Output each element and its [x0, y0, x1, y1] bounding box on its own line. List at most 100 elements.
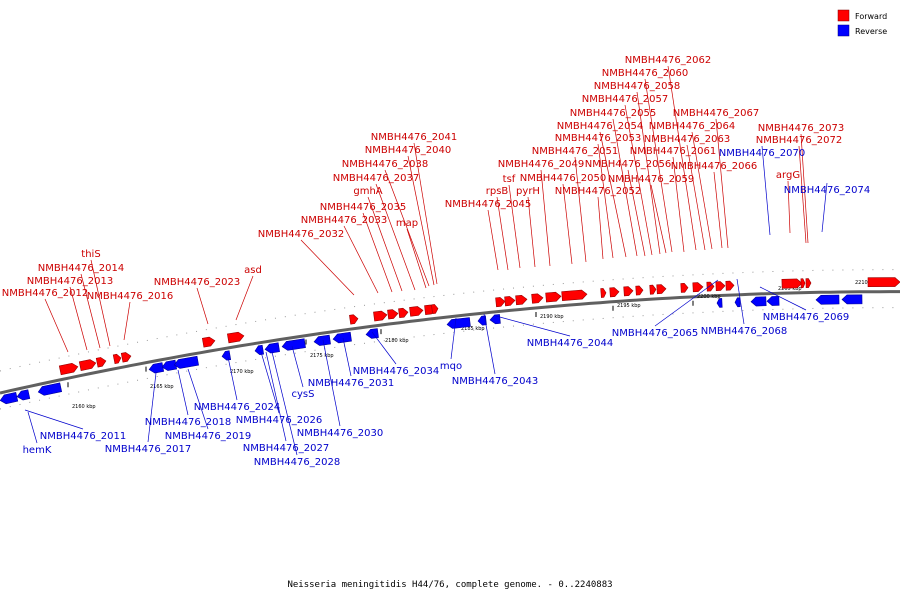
forward-gene-arrow — [800, 278, 806, 289]
gene-leader-line — [450, 317, 457, 360]
forward-gene-label: NMBH4476_2053 — [555, 133, 641, 144]
reverse-gene-label: NMBH4476_2034 — [353, 366, 439, 377]
gene-leader-line — [265, 351, 287, 442]
scale-tick-label: 2175 kbp — [310, 353, 334, 359]
reverse-gene-arrow — [750, 296, 767, 307]
gene-leader-line — [235, 275, 254, 321]
gene-leader-line — [667, 65, 697, 251]
forward-gene-arrow — [349, 314, 359, 325]
gene-leader-line — [597, 143, 614, 259]
gene-leader-line — [371, 331, 397, 365]
reverse-gene-label: NMBH4476_2068 — [701, 326, 787, 337]
gene-leader-line — [300, 239, 355, 296]
forward-gene-label: asd — [244, 265, 262, 276]
legend-forward-label: Forward — [855, 12, 887, 21]
reverse-gene-arrow — [281, 338, 306, 351]
forward-gene-arrow — [781, 278, 803, 289]
forward-gene-label: NMBH4476_2072 — [756, 135, 842, 146]
forward-gene-arrow — [531, 293, 544, 304]
forward-gene-label: NMBH4476_2062 — [625, 55, 711, 66]
reverse-gene-label: NMBH4476_2070 — [719, 148, 805, 159]
genome-caption: Neisseria meningitidis H44/76, complete … — [287, 580, 612, 590]
forward-gene-label: NMBH4476_2013 — [27, 276, 113, 287]
forward-gene-label: NMBH4476_2045 — [445, 199, 531, 210]
reverse-gene-label: hemK — [23, 445, 52, 456]
scale-ticks: 2160 kbp 2165 kbp 2170 kbp 2175 kbp 2180 kbp… — [67, 280, 879, 410]
forward-gene-label: NMBH4476_2073 — [758, 123, 844, 134]
gene-leader-line — [90, 259, 111, 347]
scale-tick-label: 2185 kbp — [461, 326, 485, 332]
gene-leader-line — [123, 301, 131, 341]
gene-leader-line — [362, 212, 393, 293]
forward-gene-arrow — [545, 291, 562, 303]
reverse-gene-arrow — [0, 391, 19, 405]
scale-tick-label: 2190 kbp — [540, 314, 564, 320]
gene-leader-line — [44, 298, 69, 353]
gene-leader-line — [413, 142, 438, 285]
backbone-layer — [0, 269, 900, 410]
forward-gene-arrow — [95, 357, 107, 368]
forward-gene-arrow — [649, 284, 657, 295]
forward-gene-label: NMBH4476_2055 — [570, 108, 656, 119]
reverse-gene-arrow — [313, 334, 331, 346]
forward-gene-arrow — [635, 285, 644, 296]
reverse-gene-label: NMBH4476_2011 — [40, 431, 126, 442]
scale-tick-label: 2200 kbp — [697, 294, 721, 300]
scale-tick-label: 2195 kbp — [617, 303, 641, 309]
gene-leader-line — [800, 133, 809, 244]
forward-gene-label: NMBH4476_2049 — [498, 159, 584, 170]
forward-gene-label: pyrH — [516, 186, 540, 197]
gene-leader-line — [715, 118, 729, 249]
forward-gene-arrow — [398, 307, 409, 319]
gene-leader-line — [821, 182, 828, 233]
gene-leader-line — [691, 131, 713, 250]
gene-leader-line — [713, 171, 723, 249]
reverse-gene-label: NMBH4476_2028 — [254, 457, 340, 468]
forward-gene-arrow — [515, 294, 528, 306]
reverse-gene-label: NMBH4476_2043 — [452, 376, 538, 387]
scale-tick-label: 2180 kbp — [385, 338, 409, 344]
forward-gene-arrow — [431, 304, 439, 315]
forward-gene-arrow — [409, 306, 424, 317]
forward-gene-label: NMBH4476_2032 — [258, 229, 344, 240]
reverse-gene-arrow — [264, 342, 280, 354]
legend-forward-swatch — [837, 9, 850, 22]
forward-gene-label: NMBH4476_2037 — [333, 173, 419, 184]
reverse-gene-arrow — [446, 317, 471, 329]
gene-leader-line — [495, 315, 571, 337]
reverse-gene-arrow — [734, 297, 741, 308]
gene-leader-line — [291, 345, 304, 388]
reverse-gene-label: NMBH4476_2044 — [527, 338, 613, 349]
reverse-gene-label: NMBH4476_2031 — [308, 378, 394, 389]
forward-gene-label: NMBH4476_2054 — [557, 121, 643, 132]
reverse-gene-arrow — [815, 294, 840, 305]
gene-leader-line — [24, 409, 84, 430]
gene-leader-line — [196, 287, 209, 325]
forward-gene-arrow — [805, 278, 812, 288]
forward-gene-label: NMBH4476_2033 — [301, 215, 387, 226]
gene-leader-line — [672, 156, 685, 253]
reverse-gene-arrow — [766, 296, 780, 306]
gene-leader-line — [406, 228, 427, 289]
gene-leader-line — [483, 313, 496, 375]
forward-gene-label: NMBH4476_2063 — [644, 134, 730, 145]
forward-gene-label: NMBH4476_2067 — [673, 108, 759, 119]
gene-leader-line — [375, 183, 416, 291]
forward-gene-arrow — [656, 284, 667, 295]
forward-gene-label: NMBH4476_2060 — [602, 68, 688, 79]
scale-tick-label: 2210 kbp — [855, 280, 879, 286]
gene-leader-line — [612, 118, 638, 257]
reverse-gene-arrow — [221, 350, 232, 361]
forward-gene-label: NMBH4476_2012 — [2, 288, 88, 299]
scale-tick-label: 2165 kbp — [150, 384, 174, 390]
reverse-gene-label: mqo — [440, 361, 462, 372]
reverse-gene-arrow — [477, 315, 487, 326]
gene-leader-line — [322, 339, 341, 427]
forward-gene-label: rpsB — [486, 186, 509, 197]
forward-gene-label: NMBH4476_2052 — [555, 186, 641, 197]
forward-gene-arrow — [120, 352, 132, 363]
reverse-gene-arrow — [148, 362, 165, 374]
gene-leader-line — [342, 337, 352, 377]
